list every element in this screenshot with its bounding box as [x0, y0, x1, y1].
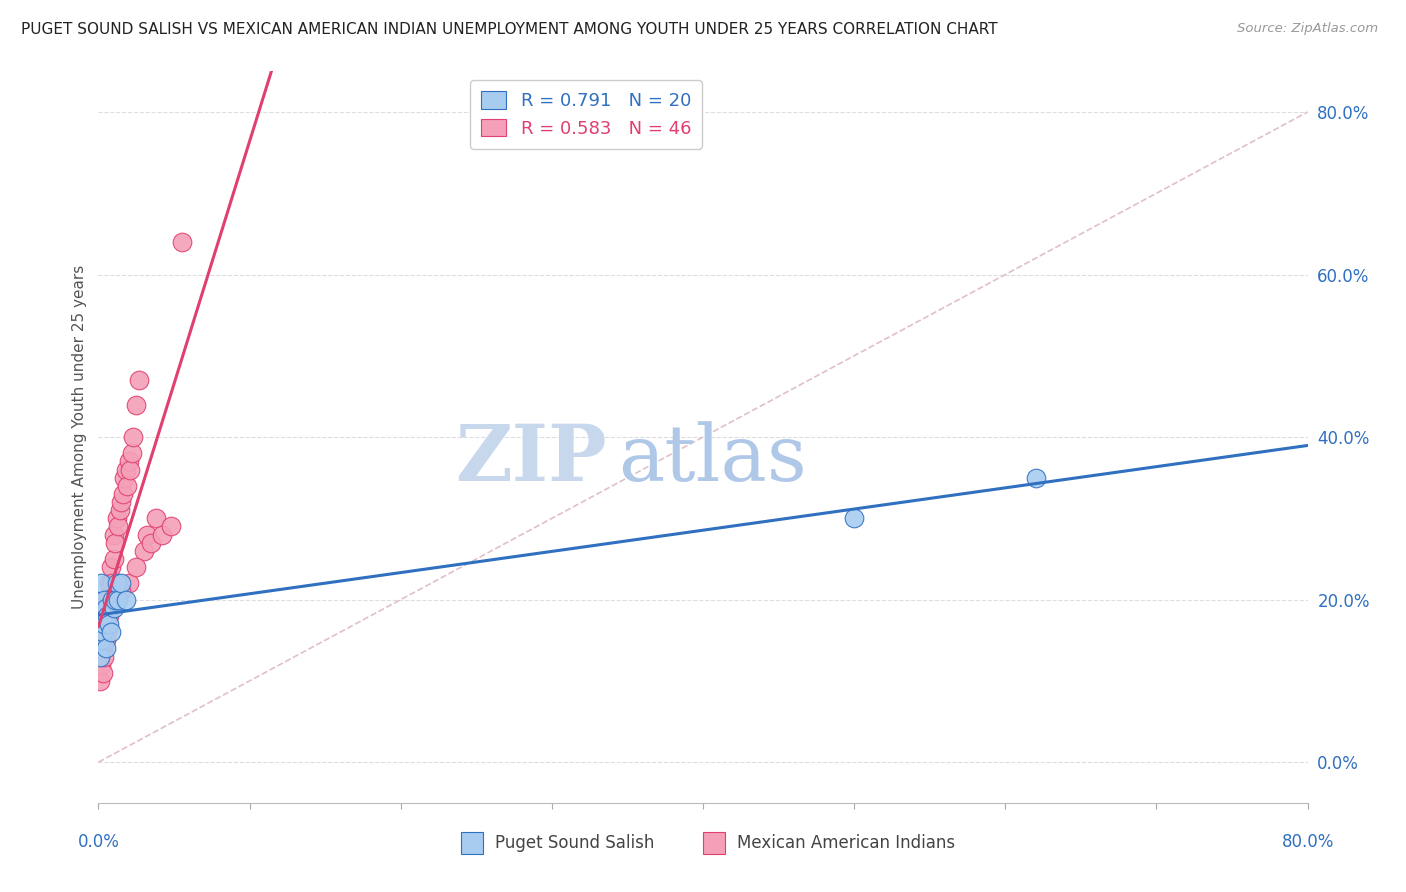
Point [100, 592, 122, 607]
Point [111, 487, 134, 501]
Point [90, 633, 112, 648]
Point [103, 527, 125, 541]
Point [90, 633, 112, 648]
Point [121, 446, 143, 460]
Point [120, 462, 142, 476]
Point [110, 576, 132, 591]
Point [93, 649, 115, 664]
Point [101, 592, 124, 607]
Point [104, 535, 127, 549]
Point [103, 600, 125, 615]
Point [110, 495, 132, 509]
Point [90, 657, 112, 672]
Point [96, 625, 118, 640]
Point [91, 641, 114, 656]
Text: atlas: atlas [619, 421, 807, 497]
Point [91, 665, 114, 680]
Point [844, 511, 866, 525]
Point [98, 608, 121, 623]
Point [1024, 471, 1046, 485]
Point [107, 592, 129, 607]
Point [94, 641, 117, 656]
Point [110, 584, 132, 599]
Point [94, 633, 117, 648]
Text: 80.0%: 80.0% [1281, 833, 1334, 851]
Point [96, 592, 118, 607]
Point [89, 673, 111, 688]
Point [128, 373, 150, 387]
Text: Puget Sound Salish: Puget Sound Salish [495, 834, 654, 852]
Point [115, 479, 138, 493]
Point [125, 398, 148, 412]
Point [98, 617, 121, 632]
Point [94, 600, 117, 615]
Point [90, 576, 112, 591]
Point [122, 430, 145, 444]
Point [91, 625, 114, 640]
Text: Source: ZipAtlas.com: Source: ZipAtlas.com [1237, 22, 1378, 36]
Point [91, 608, 114, 623]
Point [135, 527, 157, 541]
Text: PUGET SOUND SALISH VS MEXICAN AMERICAN INDIAN UNEMPLOYMENT AMONG YOUTH UNDER 25 : PUGET SOUND SALISH VS MEXICAN AMERICAN I… [21, 22, 998, 37]
Point [112, 471, 135, 485]
Point [100, 625, 122, 640]
Legend: R = 0.791   N = 20, R = 0.583   N = 46: R = 0.791 N = 20, R = 0.583 N = 46 [470, 80, 702, 149]
Text: Mexican American Indians: Mexican American Indians [737, 834, 955, 852]
Point [101, 576, 124, 591]
Point [141, 535, 163, 549]
Point [108, 503, 131, 517]
Point [105, 511, 128, 525]
Point [105, 576, 128, 591]
Point [96, 608, 118, 623]
Text: ZIP: ZIP [454, 421, 606, 497]
Bar [461, 832, 482, 854]
Point [160, 519, 183, 533]
Point [114, 462, 136, 476]
Point [125, 560, 148, 574]
Point [107, 519, 129, 533]
Bar [703, 832, 724, 854]
Point [89, 649, 111, 664]
Point [104, 592, 127, 607]
Point [98, 576, 121, 591]
Y-axis label: Unemployment Among Youth under 25 years: Unemployment Among Youth under 25 years [72, 265, 87, 609]
Point [89, 625, 111, 640]
Point [93, 617, 115, 632]
Point [170, 235, 193, 249]
Point [89, 649, 111, 664]
Point [114, 592, 136, 607]
Point [150, 527, 173, 541]
Point [145, 511, 167, 525]
Point [103, 552, 125, 566]
Point [94, 600, 117, 615]
Point [100, 560, 122, 574]
Point [93, 617, 115, 632]
Point [132, 544, 155, 558]
Point [118, 576, 141, 591]
Point [118, 454, 141, 468]
Point [93, 592, 115, 607]
Text: 0.0%: 0.0% [77, 833, 120, 851]
